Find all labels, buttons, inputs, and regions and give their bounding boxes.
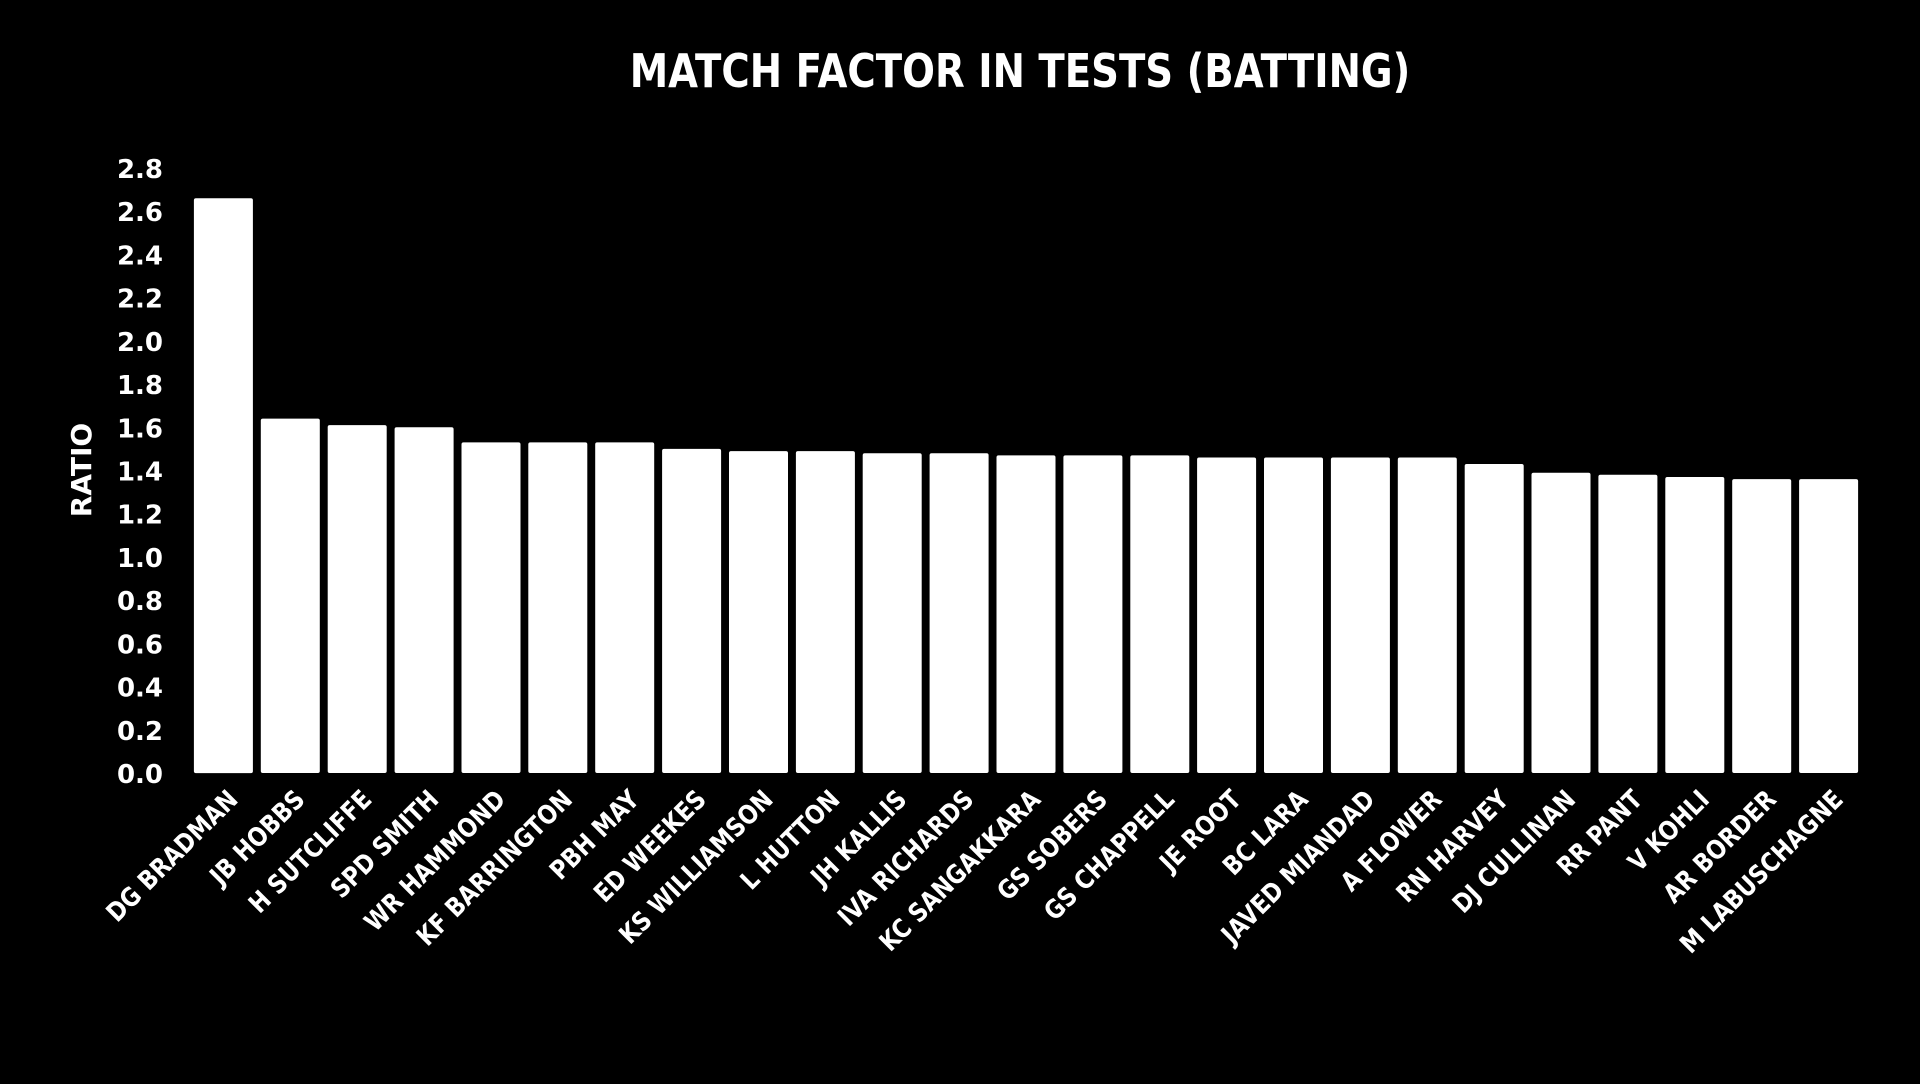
bar bbox=[662, 448, 722, 773]
y-tick-label: 2.0 bbox=[117, 328, 163, 358]
bar bbox=[729, 451, 788, 773]
bar bbox=[1130, 455, 1190, 773]
bar bbox=[1264, 457, 1323, 773]
bar bbox=[394, 427, 454, 773]
bar bbox=[461, 442, 521, 773]
y-tick-label: 1.4 bbox=[117, 458, 163, 488]
bar bbox=[528, 442, 588, 773]
y-tick-label: 0.8 bbox=[117, 587, 163, 617]
y-tick-label: 2.4 bbox=[117, 241, 163, 271]
bar bbox=[260, 418, 320, 773]
bar bbox=[929, 453, 989, 773]
bar bbox=[1464, 464, 1524, 773]
bar bbox=[1799, 479, 1859, 773]
bar bbox=[1197, 457, 1257, 773]
bar bbox=[193, 198, 253, 774]
bar bbox=[327, 425, 387, 773]
bar bbox=[1732, 479, 1792, 773]
bar bbox=[595, 442, 655, 773]
y-tick-label: 2.6 bbox=[117, 198, 163, 228]
bar bbox=[1397, 457, 1457, 773]
bar bbox=[1665, 477, 1725, 773]
y-axis: 0.0 0.2 0.4 0.6 0.8 1.0 1.2 1.4 1.6 1.8 2.0 2.2 2.4 2… bbox=[117, 155, 163, 790]
y-tick-label: 2.8 bbox=[117, 155, 163, 185]
bar bbox=[1598, 474, 1658, 773]
bar bbox=[795, 451, 855, 773]
bar bbox=[996, 455, 1056, 773]
y-tick-label: 1.6 bbox=[117, 414, 163, 444]
bar bbox=[1531, 472, 1591, 773]
y-tick-label: 0.0 bbox=[117, 760, 163, 790]
chart-title: MATCH FACTOR IN TESTS (BATTING) bbox=[629, 44, 1411, 98]
bar bbox=[1330, 457, 1390, 773]
y-tick-label: 0.6 bbox=[117, 630, 163, 660]
y-tick-label: 1.0 bbox=[117, 544, 163, 574]
bar bbox=[1063, 455, 1123, 773]
y-tick-label: 1.8 bbox=[117, 371, 163, 401]
y-tick-label: 0.2 bbox=[117, 717, 163, 747]
bars bbox=[193, 198, 1859, 774]
y-tick-label: 1.2 bbox=[117, 501, 163, 531]
y-axis-title: RATIO bbox=[65, 423, 98, 517]
bar bbox=[862, 453, 922, 773]
y-tick-label: 0.4 bbox=[117, 674, 163, 704]
y-tick-label: 2.2 bbox=[117, 285, 163, 315]
